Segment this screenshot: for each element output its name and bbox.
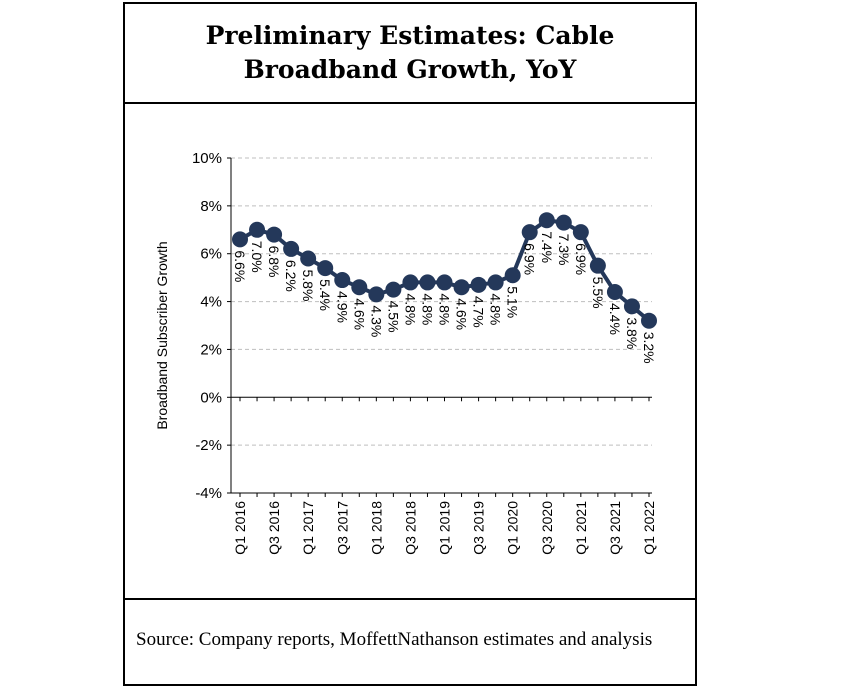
data-label: 4.8%	[437, 293, 453, 325]
data-point	[538, 212, 555, 229]
data-label: 6.2%	[283, 260, 299, 292]
data-label: 4.8%	[488, 293, 504, 325]
data-point	[317, 260, 334, 277]
data-label: 4.4%	[607, 303, 623, 335]
data-point	[351, 279, 368, 296]
data-label: 4.9%	[334, 291, 350, 323]
x-tick-label: Q1 2022	[641, 501, 657, 555]
x-tick-label: Q1 2017	[300, 501, 316, 555]
y-axis-title: Broadband Subscriber Growth	[154, 241, 170, 429]
data-point	[385, 281, 402, 298]
data-point	[572, 224, 589, 241]
x-tick-label: Q3 2016	[266, 501, 282, 555]
data-label: 5.8%	[300, 270, 316, 302]
data-point	[368, 286, 385, 303]
y-tick-label: 8%	[200, 198, 222, 215]
data-point	[641, 312, 657, 329]
data-point	[334, 272, 351, 289]
data-label: 6.9%	[573, 243, 589, 275]
data-label: 3.2%	[641, 332, 657, 364]
x-tick-label: Q1 2020	[505, 501, 521, 555]
y-tick-label: 0%	[200, 389, 222, 406]
chart-title: Preliminary Estimates: Cable Broadband G…	[205, 21, 615, 84]
data-label: 7.3%	[556, 234, 572, 266]
data-point	[521, 224, 538, 241]
x-tick-label: Q1 2019	[437, 501, 453, 555]
y-tick-label: 2%	[200, 341, 222, 358]
data-label: 6.8%	[266, 246, 282, 278]
data-point	[232, 231, 248, 248]
data-label: 4.5%	[385, 301, 401, 333]
data-label: 5.1%	[505, 286, 521, 318]
data-point	[436, 274, 453, 291]
data-point	[487, 274, 504, 291]
data-point	[419, 274, 436, 291]
title-box: Preliminary Estimates: Cable Broadband G…	[125, 4, 695, 104]
data-point	[283, 240, 300, 257]
data-label: 5.4%	[317, 279, 333, 311]
line-chart: -4% -2% 0% 2% 4% 6% 8% 10% Q1 2016 Q3 2016 Q1 2017…	[154, 150, 657, 555]
data-label: 7.0%	[249, 241, 265, 273]
data-point	[504, 267, 521, 284]
y-tick-label: -4%	[195, 485, 222, 502]
data-label: 4.6%	[351, 298, 367, 330]
data-label: 3.8%	[624, 317, 640, 349]
data-point	[606, 284, 623, 300]
data-label: 5.5%	[590, 277, 606, 309]
x-tick-label: Q3 2020	[539, 501, 555, 555]
data-label: 6.9%	[522, 243, 538, 275]
y-tick-label: 4%	[200, 294, 222, 311]
data-label: 4.6%	[454, 298, 470, 330]
source-box: Source: Company reports, MoffettNathanso…	[125, 598, 695, 686]
data-label: 4.3%	[368, 305, 384, 337]
data-point	[453, 279, 470, 296]
data-label: 4.7%	[471, 296, 487, 328]
x-tick-label: Q3 2018	[402, 501, 418, 555]
y-tick-label: -2%	[195, 437, 222, 454]
data-point	[300, 250, 317, 267]
data-point	[249, 221, 266, 238]
x-tick-label: Q1 2021	[573, 501, 589, 555]
data-label: 6.6%	[232, 250, 248, 282]
data-point	[402, 274, 419, 291]
data-point	[589, 257, 606, 274]
data-label: 4.8%	[419, 293, 435, 325]
source-note: Source: Company reports, MoffettNathanso…	[136, 629, 653, 650]
x-tick-label: Q1 2016	[232, 501, 248, 555]
x-tick-label: Q3 2021	[607, 501, 623, 555]
data-point	[266, 226, 283, 243]
data-point	[555, 214, 572, 231]
data-label: 7.4%	[539, 231, 555, 263]
data-point	[623, 298, 640, 315]
x-tick-label: Q1 2018	[368, 501, 384, 555]
y-tick-label: 10%	[192, 150, 222, 167]
data-point	[470, 276, 487, 293]
data-label: 4.8%	[402, 293, 418, 325]
x-tick-label: Q3 2017	[334, 501, 350, 555]
figure-frame: Preliminary Estimates: Cable Broadband G…	[123, 2, 697, 686]
x-tick-label: Q3 2019	[471, 501, 487, 555]
chart-area: -4% -2% 0% 2% 4% 6% 8% 10% Q1 2016 Q3 2016 Q1 2017…	[125, 102, 695, 598]
y-tick-label: 6%	[200, 246, 222, 263]
